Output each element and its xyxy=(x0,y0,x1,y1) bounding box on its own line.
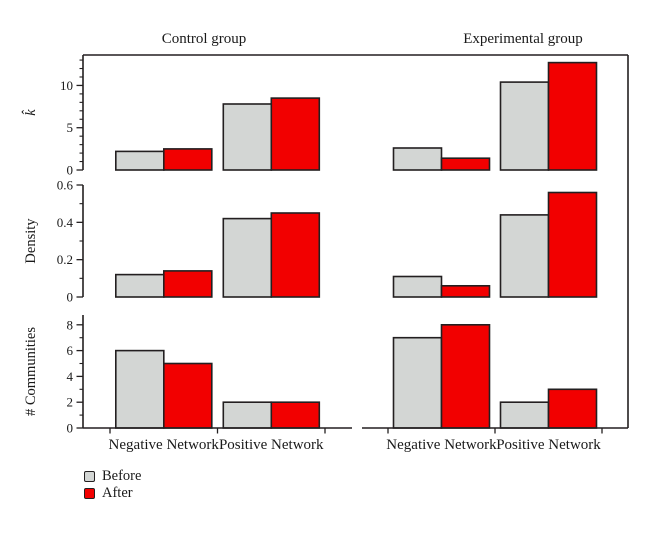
y-tick-label: 0.2 xyxy=(57,252,73,267)
y-tick-label: 4 xyxy=(67,369,74,384)
bar-after xyxy=(440,284,491,298)
bar-before xyxy=(392,147,443,171)
bar-before xyxy=(222,401,273,429)
y-axis-label: Density xyxy=(23,218,39,264)
bar-after xyxy=(270,401,321,429)
x-category-label: Negative Network xyxy=(109,437,220,453)
y-tick-label: 6 xyxy=(67,343,74,358)
bar-before xyxy=(115,273,165,298)
bar-after xyxy=(270,97,321,171)
bar-before xyxy=(115,349,165,429)
y-tick-label: 0.4 xyxy=(57,215,74,230)
bar-before xyxy=(392,275,443,298)
bar-before xyxy=(115,150,165,171)
bar-after xyxy=(440,323,491,429)
bar-after xyxy=(440,157,491,171)
y-tick-label: 8 xyxy=(67,317,74,332)
panel-title: Control group xyxy=(162,31,247,47)
y-tick-label: 0.6 xyxy=(57,178,74,193)
y-axis-label: # Communities xyxy=(23,327,39,416)
y-tick-label: 0 xyxy=(67,290,74,305)
bar-before xyxy=(499,401,550,429)
bar-after xyxy=(270,212,321,298)
legend-label-after: After xyxy=(102,485,133,501)
bar-before xyxy=(222,217,273,298)
bar-after xyxy=(163,270,213,298)
y-tick-label: 2 xyxy=(67,395,74,410)
x-category-label: Negative Network xyxy=(386,437,497,453)
y-tick-label: 0 xyxy=(67,163,74,178)
legend: Before After xyxy=(84,468,141,502)
bar-after xyxy=(163,148,213,171)
legend-swatch-after xyxy=(84,488,95,499)
legend-label-before: Before xyxy=(102,468,142,484)
legend-swatch-before xyxy=(84,471,95,482)
bar-after xyxy=(547,191,598,298)
bar-before xyxy=(499,81,550,171)
panel-title: Experimental group xyxy=(463,31,583,47)
bar-before xyxy=(499,214,550,298)
y-tick-label: 10 xyxy=(60,78,73,93)
y-axis-label: k̂ xyxy=(22,109,39,116)
y-tick-label: 0 xyxy=(67,421,74,436)
bar-before xyxy=(392,336,443,429)
bar-after xyxy=(547,61,598,171)
legend-item-before: Before xyxy=(84,468,141,485)
bar-before xyxy=(222,103,273,171)
bar-after xyxy=(547,388,598,429)
y-tick-label: 5 xyxy=(67,120,74,135)
bar-after xyxy=(163,362,213,429)
x-category-label: Positive Network xyxy=(496,437,601,453)
x-category-label: Positive Network xyxy=(219,437,324,453)
legend-item-after: After xyxy=(84,485,141,502)
